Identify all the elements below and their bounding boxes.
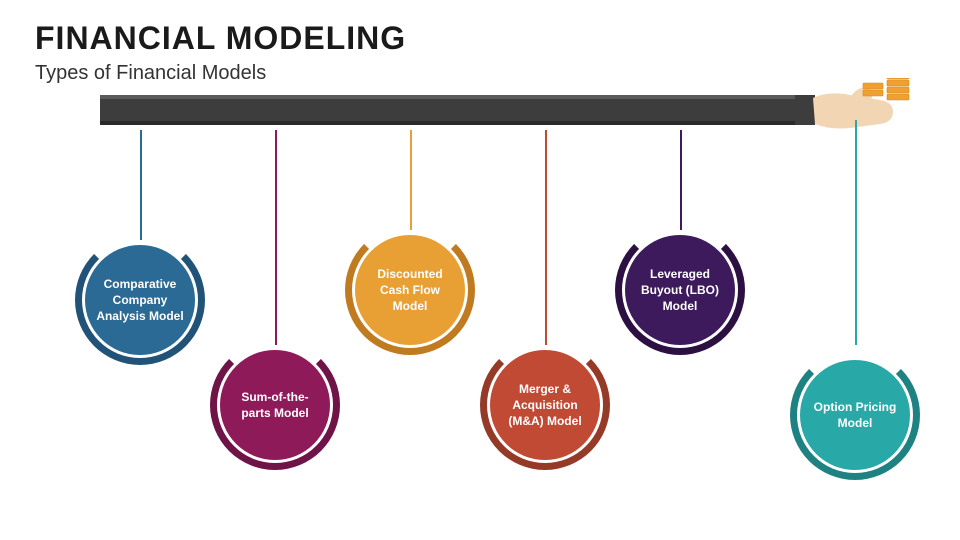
pendulum-circle: Leveraged Buyout (LBO) Model [615, 225, 745, 355]
circle-label: Sum-of-the-parts Model [230, 389, 320, 421]
circle-label: Discounted Cash Flow Model [365, 266, 455, 315]
circle-label: Merger & Acquisition (M&A) Model [500, 381, 590, 430]
pendulum-string [410, 130, 412, 230]
hand-icon [795, 78, 935, 163]
page-title: FINANCIAL MODELING [35, 20, 406, 57]
arm-bar [100, 95, 800, 125]
circle-disc: Merger & Acquisition (M&A) Model [490, 350, 600, 460]
circle-disc: Comparative Company Analysis Model [85, 245, 195, 355]
pendulum-circle: Merger & Acquisition (M&A) Model [480, 340, 610, 470]
pendulum-string [140, 130, 142, 240]
pendulum-string [275, 130, 277, 345]
pendulum-circle: Sum-of-the-parts Model [210, 340, 340, 470]
pendulum-string [545, 130, 547, 345]
circle-disc: Sum-of-the-parts Model [220, 350, 330, 460]
pendulum-circle: Comparative Company Analysis Model [75, 235, 205, 365]
circle-label: Option Pricing Model [810, 399, 900, 431]
circle-disc: Discounted Cash Flow Model [355, 235, 465, 345]
page-subtitle: Types of Financial Models [35, 62, 266, 85]
circle-label: Leveraged Buyout (LBO) Model [635, 266, 725, 315]
circle-disc: Leveraged Buyout (LBO) Model [625, 235, 735, 345]
circle-disc: Option Pricing Model [800, 360, 910, 470]
pendulum-string [855, 120, 857, 345]
pendulum-circle: Option Pricing Model [790, 350, 920, 480]
circle-label: Comparative Company Analysis Model [95, 276, 185, 325]
pendulum-circle: Discounted Cash Flow Model [345, 225, 475, 355]
pendulum-string [680, 130, 682, 230]
